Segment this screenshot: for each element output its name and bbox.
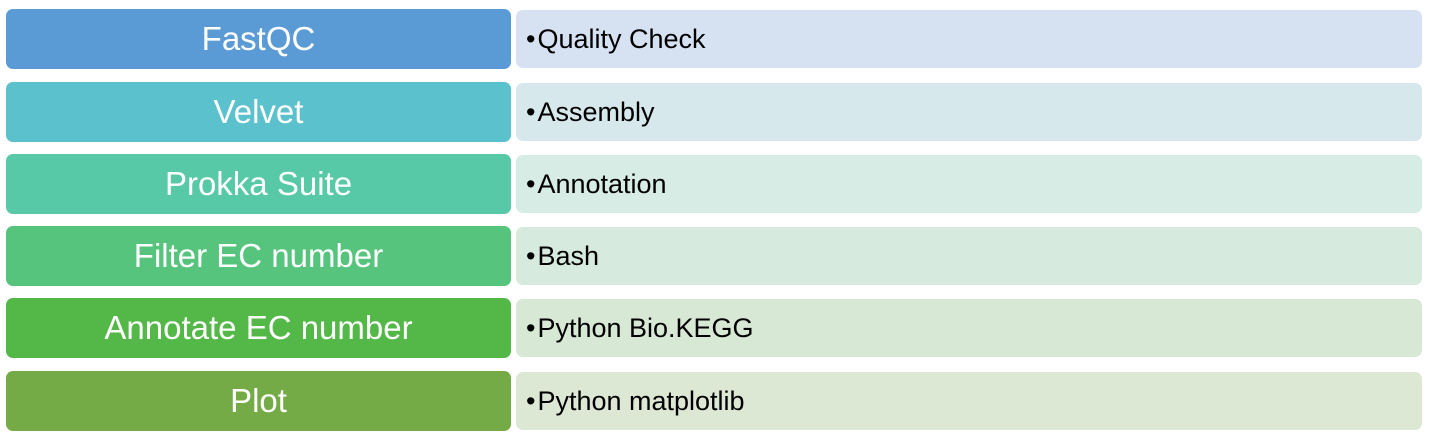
bullet-icon: • [526,23,536,54]
tool-box: • Bash [516,227,1422,285]
tool-box: • Python matplotlib [516,372,1422,430]
step-box: FastQC [6,9,511,69]
bullet-icon: • [526,168,536,199]
tool-label: Annotation [537,168,667,199]
tool-label: Assembly [537,96,655,127]
step-box: Prokka Suite [6,154,511,214]
step-label: Prokka Suite [164,165,353,202]
pipeline-row: Velvet • Assembly [6,82,1422,142]
pipeline-row: Prokka Suite • Annotation [6,154,1422,214]
pipeline-row: FastQC • Quality Check [6,9,1422,69]
step-label: FastQC [201,20,316,57]
bullet-icon: • [526,385,536,416]
pipeline-row: Filter EC number • Bash [6,226,1422,286]
step-label: Velvet [213,93,304,130]
bullet-icon: • [526,312,536,343]
step-label: Annotate EC number [104,309,413,346]
bullet-icon: • [526,240,536,271]
tool-box: • Python Bio.KEGG [516,299,1422,357]
bullet-icon: • [526,96,536,127]
pipeline-row: Plot • Python matplotlib [6,371,1422,431]
step-box: Velvet [6,82,511,142]
step-box: Filter EC number [6,226,511,286]
pipeline-row: Annotate EC number • Python Bio.KEGG [6,298,1422,358]
step-label: Filter EC number [133,237,384,274]
tool-box: • Quality Check [516,10,1422,68]
step-box: Annotate EC number [6,298,511,358]
tool-box: • Annotation [516,155,1422,213]
tool-label: Bash [537,240,599,271]
tool-label: Python matplotlib [537,385,745,416]
tool-label: Python Bio.KEGG [537,312,754,343]
step-label: Plot [230,382,287,419]
tool-box: • Assembly [516,83,1422,141]
tool-label: Quality Check [537,23,706,54]
step-box: Plot [6,371,511,431]
